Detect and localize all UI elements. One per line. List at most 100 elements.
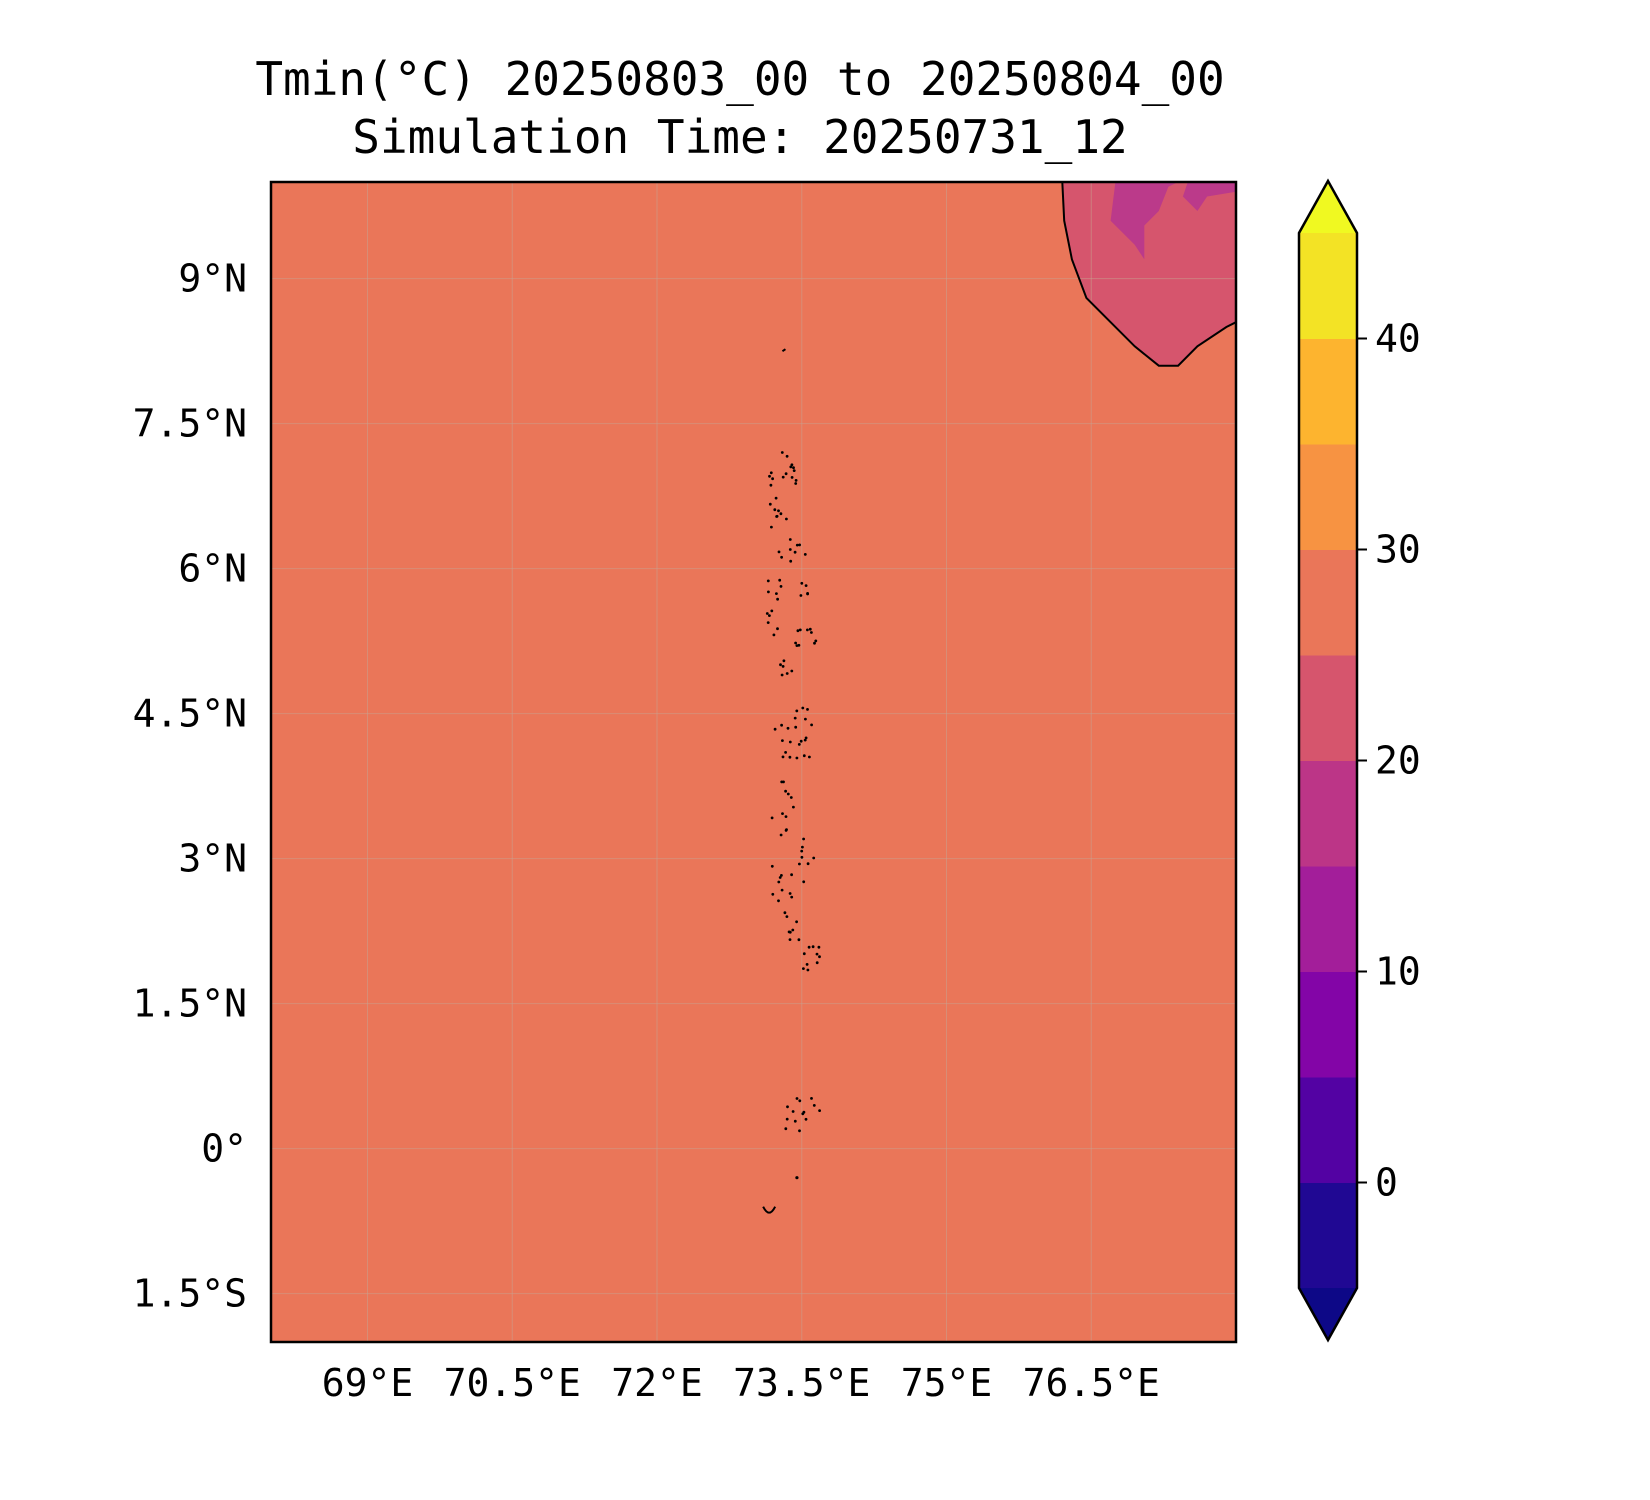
- coastline: [1061, 181, 1237, 367]
- island-dot: [777, 550, 781, 554]
- island-dot: [793, 1119, 797, 1123]
- island-dot: [818, 955, 821, 959]
- island-dot: [798, 862, 801, 866]
- island-dot: [801, 1112, 805, 1116]
- island-dot: [785, 454, 789, 458]
- y-tick-label: 6°N: [178, 547, 247, 591]
- island-dot: [780, 874, 783, 877]
- island-dot: [810, 631, 813, 634]
- island-dot: [799, 739, 803, 743]
- island-minicoy: [781, 348, 787, 352]
- island-dot: [794, 641, 797, 645]
- colorbar-segment: [1299, 971, 1357, 1078]
- colorbar-segment: [1299, 444, 1357, 550]
- island-dot: [801, 845, 804, 849]
- colorbar-segment: [1299, 655, 1357, 761]
- island-dot: [769, 483, 773, 487]
- island-dot: [784, 1127, 788, 1131]
- colorbar-segment: [1299, 1077, 1357, 1183]
- island-dot: [784, 751, 787, 754]
- map-title: Tmin(°C) 20250803_00 to 20250804_00 Simu…: [0, 50, 1480, 166]
- colorbar-under-arrow: [1299, 1288, 1357, 1340]
- island-dot: [780, 555, 783, 559]
- island-dot: [768, 614, 771, 617]
- island-dot: [768, 474, 771, 478]
- island-dot: [779, 833, 783, 837]
- island-dot: [769, 471, 773, 475]
- island-dot: [789, 796, 793, 799]
- island-dot: [798, 1129, 801, 1133]
- island-dot: [784, 815, 788, 818]
- island-dot: [794, 725, 798, 729]
- colorbar-tick-label: 0: [1375, 1161, 1398, 1205]
- y-tick-label: 1.5°S: [133, 1272, 247, 1316]
- island-dot: [812, 1104, 816, 1107]
- island-dot: [804, 1117, 808, 1121]
- island-dot: [795, 709, 799, 713]
- colorbar-tick-label: 10: [1375, 950, 1421, 994]
- island-dot: [815, 961, 819, 965]
- island-dot: [770, 525, 773, 529]
- island-dot: [766, 621, 770, 624]
- island-dot: [781, 739, 784, 742]
- island-dot: [798, 1099, 802, 1103]
- island-dot: [802, 880, 806, 884]
- island-dot: [785, 517, 788, 521]
- y-tick-label: 1.5°N: [133, 982, 247, 1026]
- highland-region: [1110, 182, 1179, 260]
- island-dot: [804, 584, 808, 587]
- island-dot: [781, 475, 785, 479]
- island-dot: [810, 723, 813, 727]
- x-tick-label: 76.5°E: [1023, 1361, 1160, 1405]
- island-dot: [767, 590, 770, 594]
- island-dot: [785, 828, 788, 831]
- x-tick-label: 75°E: [901, 1361, 993, 1405]
- island-dot: [788, 538, 792, 541]
- island-dot: [779, 585, 783, 588]
- island-dot: [793, 550, 797, 554]
- island-dot: [795, 1097, 799, 1100]
- colorbar-segment: [1299, 866, 1357, 972]
- island-dot: [779, 512, 783, 516]
- island-dot: [781, 755, 785, 759]
- island-dot: [774, 496, 778, 500]
- y-tick-label: 9°N: [178, 257, 247, 301]
- island-dot: [765, 612, 769, 615]
- island-dot: [793, 716, 797, 720]
- island-addu-atoll: [762, 1206, 777, 1214]
- island-dot: [790, 669, 794, 673]
- colorbar: 0 10 20 30 40: [1297, 178, 1421, 1343]
- island-dot: [780, 723, 783, 727]
- island-dot: [806, 862, 810, 866]
- map-frame: [269, 180, 1238, 1344]
- colorbar-tick-label: 20: [1375, 739, 1421, 783]
- island-dot: [800, 855, 804, 859]
- island-dot: [806, 708, 809, 711]
- island-dot: [786, 792, 790, 796]
- island-dot: [814, 639, 818, 643]
- island-dot: [792, 469, 796, 472]
- island-dot: [811, 945, 815, 949]
- island-dot: [773, 727, 777, 731]
- island-dot: [795, 1176, 799, 1180]
- title-line-1: Tmin(°C) 20250803_00 to 20250804_00: [255, 52, 1225, 106]
- island-dot: [788, 892, 792, 895]
- island-dot: [802, 967, 805, 970]
- island-dot: [773, 508, 777, 512]
- island-dot: [794, 479, 798, 482]
- island-dot: [806, 628, 809, 632]
- island-dot: [797, 938, 801, 942]
- colorbar-segment: [1299, 1182, 1357, 1289]
- island-dot: [808, 627, 812, 631]
- island-dot: [804, 717, 807, 721]
- colorbar-segment: [1299, 338, 1357, 445]
- colorbar-tick-label: 40: [1375, 317, 1421, 361]
- island-dot: [782, 659, 786, 663]
- island-dot: [788, 755, 792, 759]
- gridlines: [271, 182, 1236, 1342]
- island-dot: [800, 849, 804, 853]
- island-dot: [787, 930, 791, 934]
- island-dot: [807, 945, 811, 949]
- island-dot: [778, 578, 782, 582]
